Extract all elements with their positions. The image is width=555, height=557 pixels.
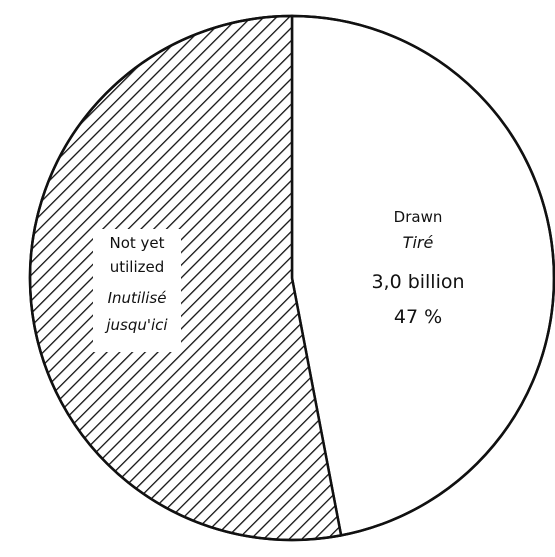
slice-percent-drawn: 47 % bbox=[394, 306, 442, 328]
pie-outline bbox=[28, 14, 555, 542]
slice-label-unused-fr-1: Inutilisé bbox=[108, 289, 167, 307]
slice-amount-drawn: 3,0 billion bbox=[371, 271, 464, 293]
slice-label-drawn-en: Drawn bbox=[394, 208, 443, 226]
slice-label-unused-en-1: Not yet bbox=[109, 234, 164, 252]
slice-label-unused-en-2: utilized bbox=[110, 258, 165, 276]
slice-label-drawn-fr: Tiré bbox=[403, 233, 434, 252]
slice-label-box-not-yet-utilized bbox=[93, 229, 181, 352]
slice-label-unused-fr-2: jusqu'ici bbox=[104, 316, 168, 334]
